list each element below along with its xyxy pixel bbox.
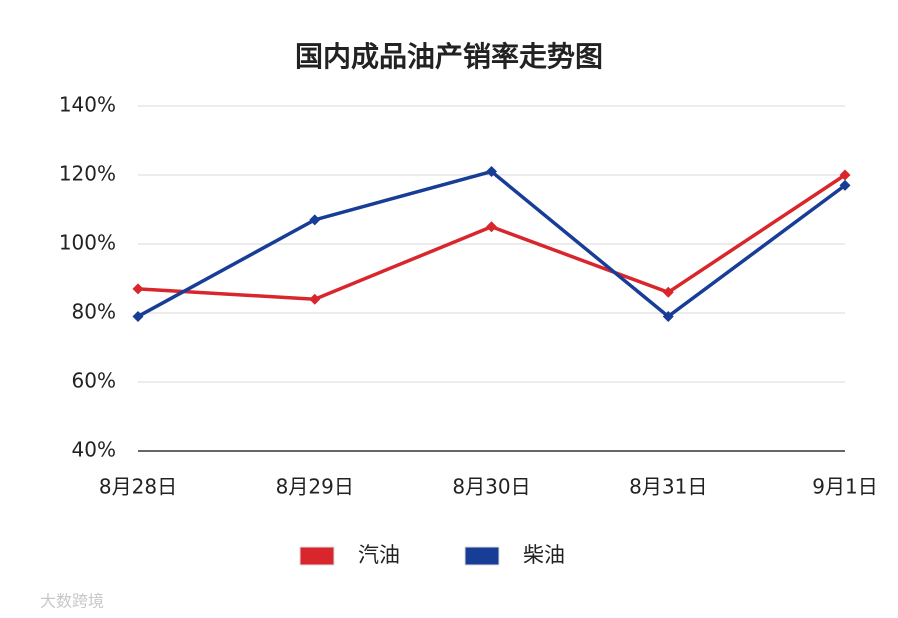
- y-tick-label: 60%: [72, 369, 116, 393]
- x-tick-label: 8月31日: [629, 475, 707, 499]
- legend-swatch: [299, 546, 335, 566]
- chart-title: 国内成品油产销率走势图: [295, 40, 603, 73]
- data-point: [309, 214, 321, 226]
- data-point: [486, 166, 497, 178]
- legend-label: 汽油: [358, 543, 400, 567]
- x-tick-label: 8月28日: [99, 475, 177, 499]
- legend-label: 柴油: [523, 543, 565, 567]
- y-tick-label: 140%: [59, 93, 116, 117]
- x-tick-label: 8月29日: [276, 475, 354, 499]
- y-tick-label: 80%: [72, 300, 116, 324]
- watermark: 大数跨境: [40, 592, 104, 611]
- x-tick-label: 9月1日: [812, 475, 877, 499]
- y-tick-label: 40%: [72, 438, 116, 462]
- y-tick-label: 100%: [59, 231, 116, 255]
- y-tick-label: 120%: [59, 162, 116, 186]
- data-point: [662, 286, 674, 298]
- legend-swatch: [464, 546, 500, 566]
- data-point: [309, 293, 321, 305]
- data-point: [839, 179, 851, 191]
- data-point: [486, 221, 497, 233]
- data-point: [662, 310, 674, 322]
- data-point: [132, 283, 144, 295]
- x-tick-label: 8月30日: [452, 475, 530, 499]
- data-point: [839, 169, 851, 181]
- data-point: [132, 310, 144, 322]
